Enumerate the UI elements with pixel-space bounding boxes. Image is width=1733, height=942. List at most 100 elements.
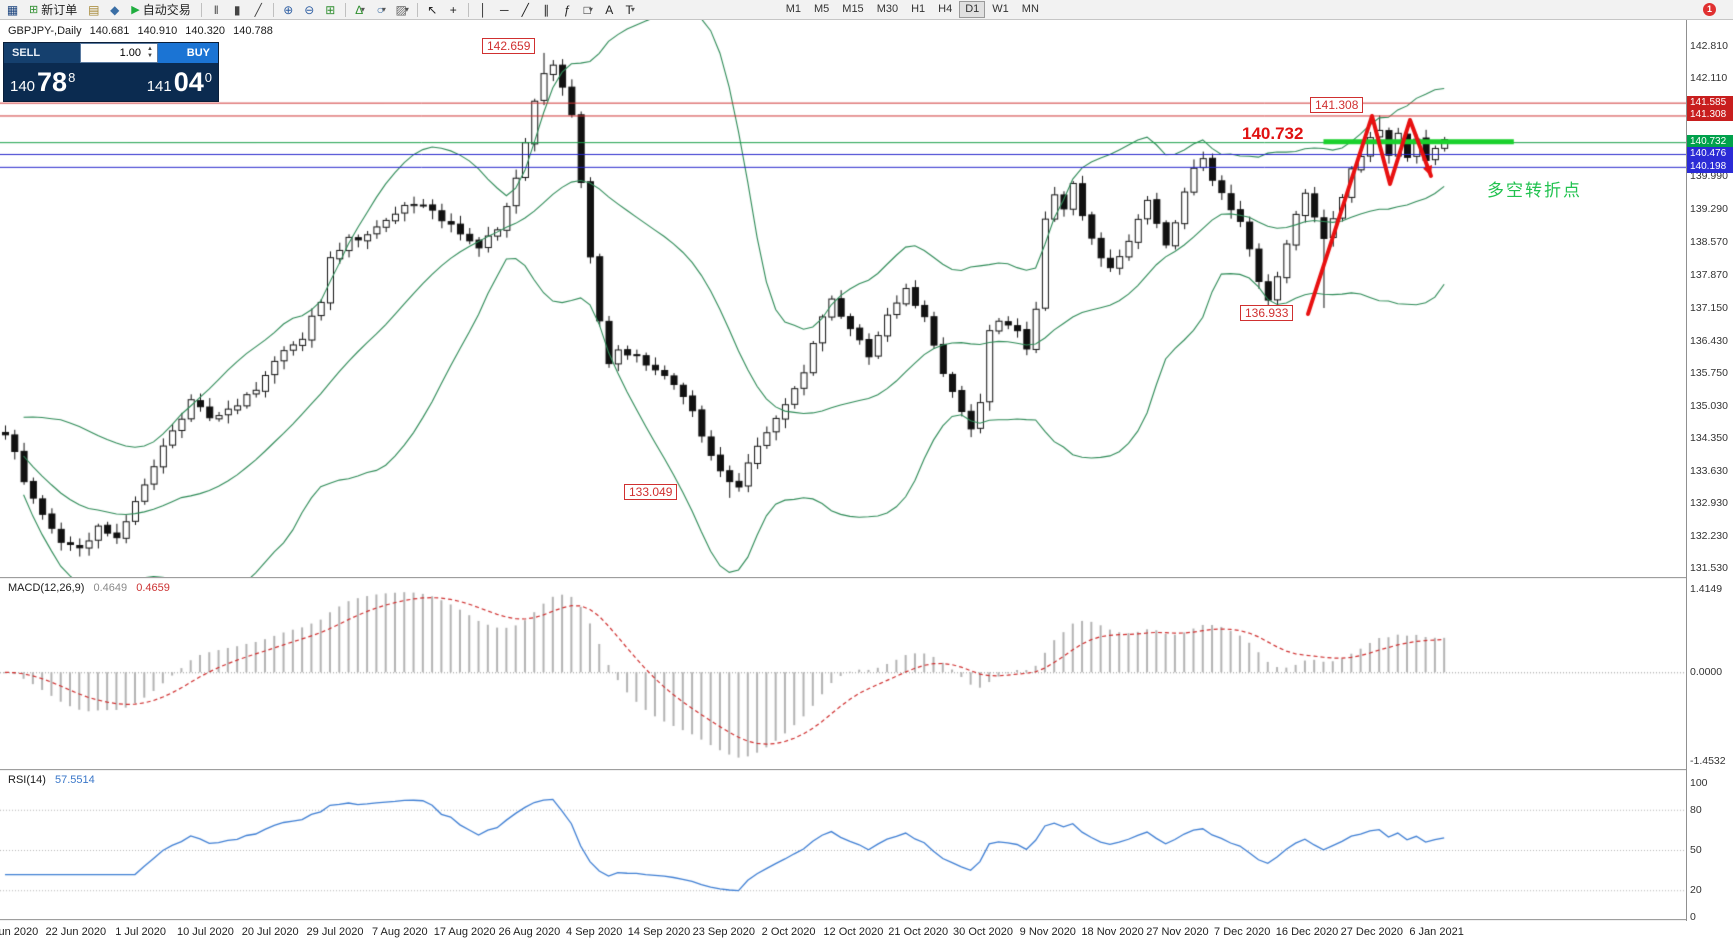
trendline-icon[interactable]: ╱ [521,2,529,17]
macd-header: MACD(12,26,9) 0.4649 0.4659 [8,582,170,594]
price-annotation[interactable]: 141.308 [1310,97,1364,113]
rsi-panel-canvas[interactable] [0,771,1686,919]
shapes-icon-dropdown[interactable]: ▾ [588,4,593,14]
cycles-icon[interactable]: ○ ▾ [376,2,386,17]
date-axis[interactable]: 2 Jun 2020 22 Jun 2020 1 Jul 2020 10 Jul 20… [0,921,1733,942]
panel-separator-main-macd[interactable] [0,577,1733,579]
panel-separator-rsi-dates[interactable] [0,919,1733,921]
level-price-label[interactable]: 140.732 [1242,124,1304,143]
date-tick-label: 26 Aug 2020 [498,926,561,938]
axis-tick-label: 20 [1690,884,1702,897]
horizontal-line-icon[interactable]: ─ [499,2,509,17]
macd-value-main: 0.4649 [93,582,128,594]
arrows-icon-dropdown[interactable]: ▾ [630,4,635,14]
macd-label: MACD(12,26,9) [8,582,85,594]
date-tick-label: 2 Jun 2020 [0,926,39,938]
axis-tick-label: 142.110 [1690,72,1728,85]
indicators-icon-dropdown[interactable]: ▾ [360,4,365,14]
date-tick-label: 30 Oct 2020 [953,926,1013,938]
zoom-in-icon[interactable]: ⊕ [283,2,294,17]
date-tick-label: 9 Nov 2020 [1019,926,1076,938]
tile-windows-icon[interactable]: ⊞ [325,2,336,17]
templates-icon-dropdown[interactable]: ▾ [404,4,409,14]
indicators-icon[interactable]: ∆ ▾ [355,2,365,17]
text-icon[interactable]: A [605,2,614,17]
axis-tick-label: 137.150 [1690,301,1728,314]
date-tick-label: 27 Dec 2020 [1340,926,1403,938]
axis-tick-label: 132.930 [1690,497,1728,510]
buy-price-button[interactable]: 141 04 0 [111,63,218,101]
sell-label: SELL [12,47,41,59]
price-chart-canvas[interactable] [0,20,1686,577]
autotrading-button[interactable]: ▶ 自动交易 [126,0,195,19]
date-tick-label: 2 Oct 2020 [761,926,816,938]
candlestick-chart-icon[interactable]: ▮ [233,2,241,17]
arrows-icon[interactable]: T ▾ [625,2,635,17]
timeframe-button-h1[interactable]: H1 [911,3,926,15]
timeframe-button-d1[interactable]: D1 [959,1,986,18]
axis-tick-label: 100 [1690,777,1708,789]
price-annotation[interactable]: 142.659 [482,38,536,54]
main-toolbar: ▦ ⊞ 新订单 ▤ ◆ ▶ 自动交易 ‖ ▮ ╱ ⊕ ⊖ ⊞ ∆ ▾ ○ ▾ ▨ ▾ ↖ + │ ─ ╱ ∥ ƒ □ ▾ A T ▾ M1 M5… [0,0,1733,20]
volume-down-icon[interactable]: ▼ [147,53,153,59]
buy-button[interactable]: BUY [158,43,218,63]
axis-highlight-label: 140.732 [1687,135,1733,149]
timeframe-button-mn[interactable]: MN [1021,3,1039,15]
date-tick-label: 7 Dec 2020 [1214,926,1271,938]
chart-note-text[interactable]: 多空转折点 [1487,181,1582,200]
volume-up-icon[interactable]: ▲ [147,46,153,52]
toolbar-separator [467,2,469,17]
panel-separator-macd-rsi[interactable] [0,769,1733,771]
new-order-button[interactable]: ⊞ 新订单 [24,0,82,19]
volume-stepper[interactable]: ▲ ▼ [143,46,157,60]
navigator-icon[interactable]: ◆ [110,2,120,17]
axis-tick-label: 133.630 [1690,464,1728,477]
sell-price-button[interactable]: 140 78 8 [4,63,111,101]
market-watch-icon[interactable]: ▤ [88,2,100,17]
date-tick-label: 18 Nov 2020 [1081,926,1144,938]
price-annotation[interactable]: 133.049 [624,484,678,500]
ohlc-open: 140.681 [89,25,130,37]
templates-icon[interactable]: ▨ ▾ [395,2,409,17]
autotrading-button-icon: ▶ [131,4,140,16]
chart-window-icon[interactable]: ▦ [6,2,19,17]
bid-prefix: 140 [10,77,36,95]
shapes-icon[interactable]: □ ▾ [583,2,593,17]
channel-icon[interactable]: ∥ [543,2,550,17]
axis-highlight-label: 141.308 [1687,108,1733,122]
price-axis[interactable]: 142.810 142.110 139.990 139.290 138.570 137.8… [1686,20,1733,923]
timeframe-button-m5[interactable]: M5 [814,3,830,15]
crosshair-icon[interactable]: + [449,2,457,17]
rsi-value: 57.5514 [54,774,95,786]
date-tick-label: 27 Nov 2020 [1146,926,1209,938]
timeframe-button-m30[interactable]: M30 [876,3,899,15]
bar-chart-icon[interactable]: ‖ [213,2,219,17]
axis-tick-label: 80 [1690,803,1702,816]
cycles-icon-dropdown[interactable]: ▾ [381,4,386,14]
fibonacci-icon[interactable]: ƒ [563,2,571,17]
timeframe-button-h4[interactable]: H4 [938,3,953,15]
rsi-header: RSI(14) 57.5514 [8,774,95,786]
toolbar-separator [272,2,274,17]
bid-big-digits: 78 [37,66,68,97]
new-order-button-label: 新订单 [41,3,78,17]
ohlc-high: 140.910 [137,25,178,37]
volume-input[interactable] [81,47,143,59]
ask-prefix: 141 [146,77,172,95]
sell-button[interactable]: SELL [4,43,80,63]
ohlc-low: 140.320 [185,25,226,37]
alert-badge[interactable]: 1 [1703,3,1716,16]
axis-tick-label: 136.430 [1690,335,1728,348]
zoom-out-icon[interactable]: ⊖ [304,2,315,17]
cursor-icon[interactable]: ↖ [427,2,438,17]
macd-panel-canvas[interactable] [0,579,1686,769]
date-tick-label: 21 Oct 2020 [888,926,949,938]
timeframe-button-w1[interactable]: W1 [992,3,1009,15]
volume-box: ▲ ▼ [80,43,158,63]
timeframe-button-m15[interactable]: M15 [842,3,864,15]
price-annotation[interactable]: 136.933 [1240,305,1294,321]
vertical-line-icon[interactable]: │ [479,2,487,17]
timeframe-button-m1[interactable]: M1 [785,3,801,15]
line-chart-icon[interactable]: ╱ [254,2,262,17]
axis-highlight-label: 140.476 [1687,146,1733,160]
